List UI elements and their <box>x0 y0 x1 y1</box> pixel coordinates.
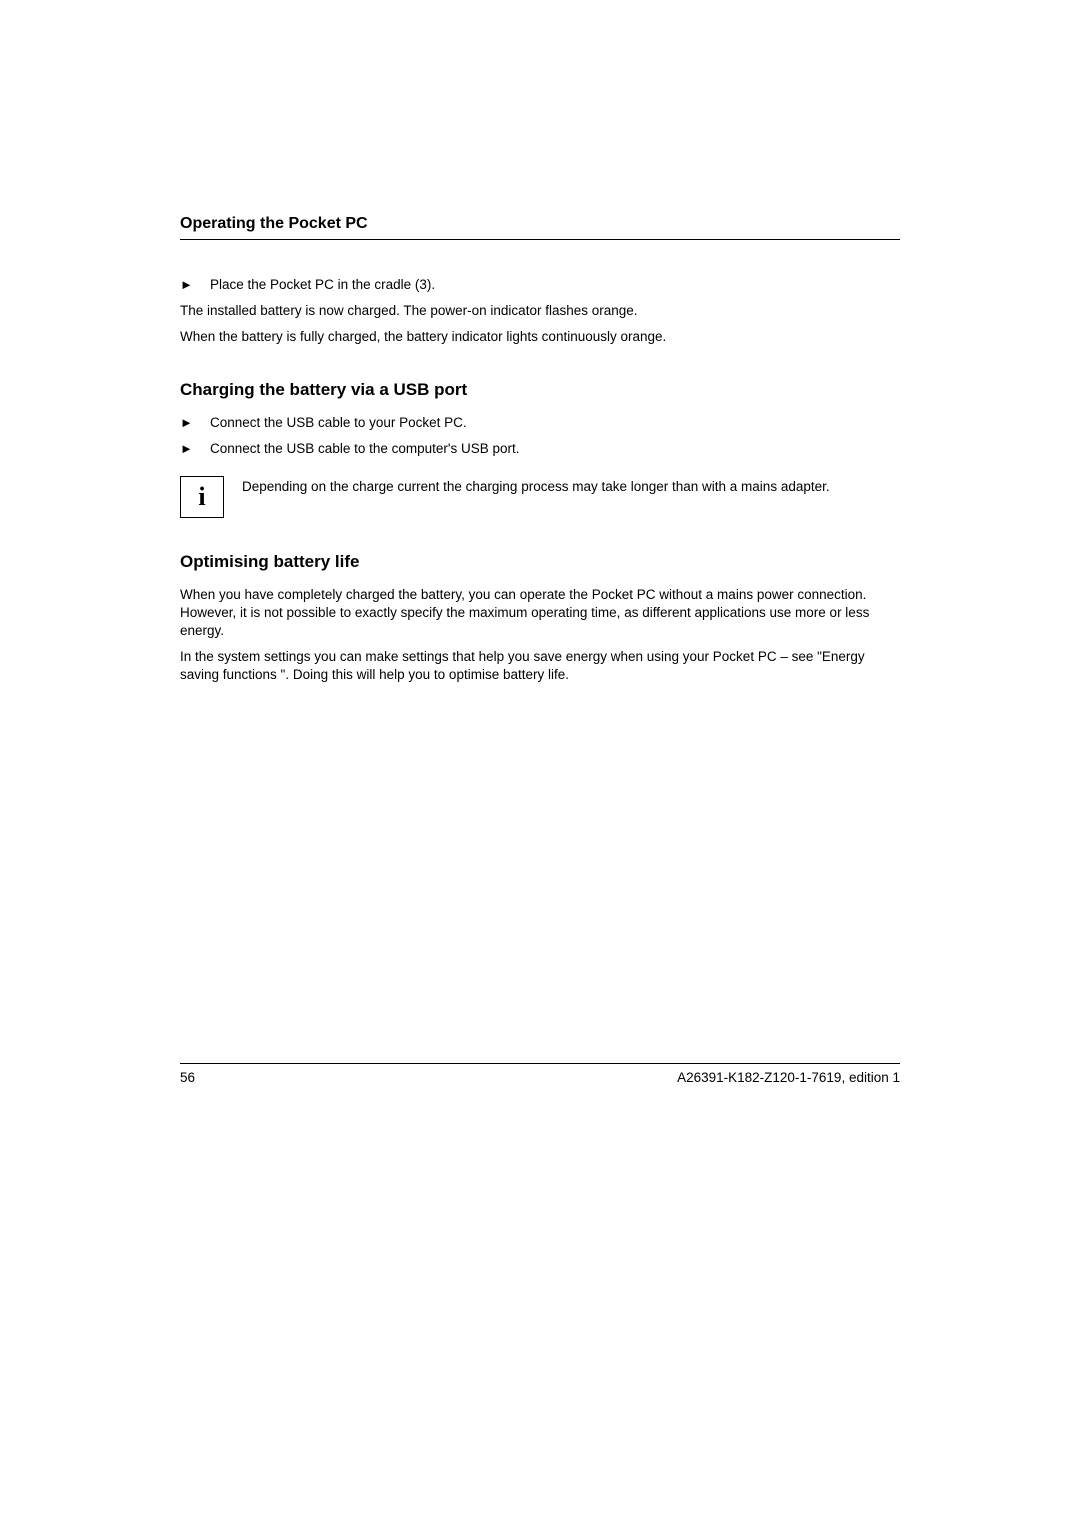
triangle-bullet-icon: ► <box>180 276 210 294</box>
header-rule <box>180 239 900 240</box>
battery-para-2: In the system settings you can make sett… <box>180 648 900 684</box>
info-note-row: i Depending on the charge current the ch… <box>180 476 900 518</box>
footer-rule <box>180 1063 900 1064</box>
document-id: A26391-K182-Z120-1-7619, edition 1 <box>677 1070 900 1085</box>
section-heading-usb: Charging the battery via a USB port <box>180 380 900 400</box>
intro-bullet-1: ► Place the Pocket PC in the cradle (3). <box>180 276 900 294</box>
info-icon: i <box>198 482 205 512</box>
usb-bullet-1: ► Connect the USB cable to your Pocket P… <box>180 414 900 432</box>
page-number: 56 <box>180 1070 195 1085</box>
battery-para-1: When you have completely charged the bat… <box>180 586 900 640</box>
running-header: Operating the Pocket PC <box>180 215 900 239</box>
info-icon-box: i <box>180 476 224 518</box>
triangle-bullet-icon: ► <box>180 440 210 458</box>
triangle-bullet-icon: ► <box>180 414 210 432</box>
footer-row: 56 A26391-K182-Z120-1-7619, edition 1 <box>180 1070 900 1085</box>
intro-para-1: The installed battery is now charged. Th… <box>180 302 900 320</box>
bullet-text: Connect the USB cable to the computer's … <box>210 440 520 458</box>
info-note-text: Depending on the charge current the char… <box>242 476 830 496</box>
bullet-text: Connect the USB cable to your Pocket PC. <box>210 414 467 432</box>
page-content: Operating the Pocket PC ► Place the Pock… <box>180 215 900 692</box>
intro-para-2: When the battery is fully charged, the b… <box>180 328 900 346</box>
bullet-text: Place the Pocket PC in the cradle (3). <box>210 276 435 294</box>
usb-bullet-2: ► Connect the USB cable to the computer'… <box>180 440 900 458</box>
page-footer: 56 A26391-K182-Z120-1-7619, edition 1 <box>180 1063 900 1085</box>
section-heading-battery-life: Optimising battery life <box>180 552 900 572</box>
